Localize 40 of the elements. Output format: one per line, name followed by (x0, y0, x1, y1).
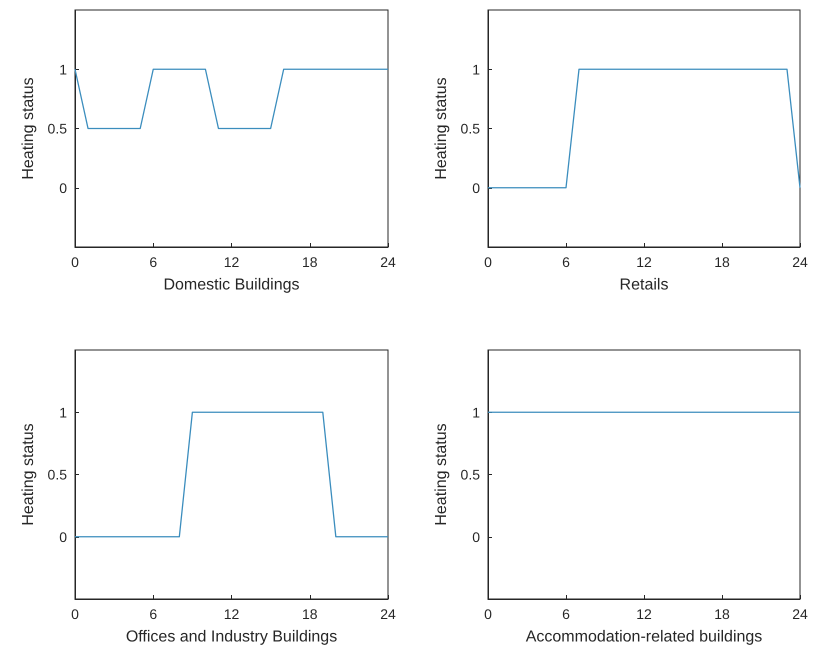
x-tick-label: 0 (71, 254, 80, 270)
x-tick-label: 6 (562, 254, 570, 270)
x-tick-label: 0 (71, 606, 80, 622)
x-tick-label: 18 (714, 606, 730, 622)
x-tick-label: 6 (149, 254, 158, 270)
x-tick-label: 12 (636, 606, 652, 622)
x-tick-label: 6 (562, 606, 570, 622)
x-axis-title: Accommodation-related buildings (526, 628, 762, 646)
x-tick-label: 18 (302, 606, 318, 622)
x-tick-label: 18 (302, 254, 318, 270)
x-tick-label: 24 (792, 606, 808, 622)
y-axis-title: Heating status (433, 77, 450, 180)
y-tick-label: 1 (59, 61, 68, 78)
x-axis-title: Domestic Buildings (163, 276, 300, 294)
y-tick-label: 1 (472, 61, 480, 78)
y-tick-label: 0 (472, 180, 480, 196)
y-tick-label: 0.5 (48, 120, 68, 136)
x-tick-label: 6 (149, 606, 158, 622)
y-tick-label: 0.5 (48, 466, 68, 482)
x-tick-label: 24 (380, 606, 396, 622)
x-tick-label: 0 (484, 606, 492, 622)
x-tick-label: 12 (636, 254, 652, 270)
x-tick-label: 12 (224, 606, 240, 622)
x-axis-title: Retails (620, 276, 668, 294)
y-axis-title: Heating status (20, 77, 38, 180)
x-axis-title: Offices and Industry Buildings (126, 628, 338, 646)
x-tick-label: 0 (484, 254, 492, 270)
y-tick-label: 1 (59, 404, 68, 420)
x-tick-label: 18 (714, 254, 730, 270)
x-tick-label: 24 (792, 254, 808, 270)
y-axis-title: Heating status (20, 423, 38, 526)
y-tick-label: 0 (472, 528, 480, 545)
y-tick-label: 0.5 (460, 120, 480, 136)
x-tick-label: 24 (380, 254, 396, 270)
x-tick-label: 12 (224, 254, 240, 270)
y-tick-label: 1 (472, 404, 480, 420)
y-tick-label: 0 (59, 180, 68, 196)
y-axis-title: Heating status (433, 423, 450, 526)
y-tick-label: 0 (59, 528, 68, 545)
y-tick-label: 0.5 (460, 466, 480, 482)
